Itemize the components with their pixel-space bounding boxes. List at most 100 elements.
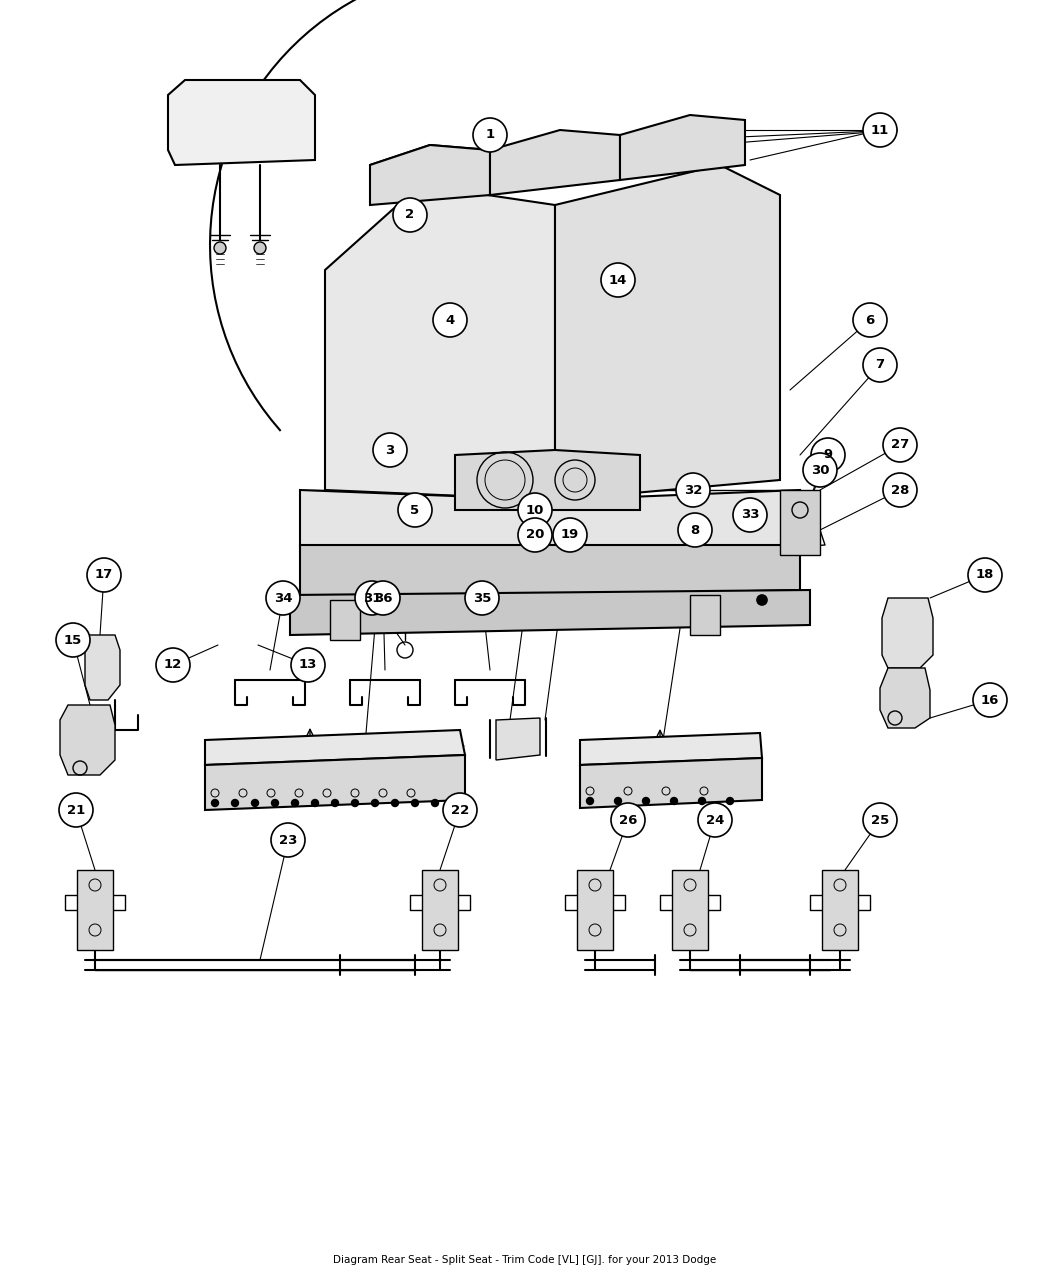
Polygon shape [168,80,315,164]
Text: 7: 7 [876,358,884,371]
Circle shape [853,303,887,337]
Text: 9: 9 [823,449,833,462]
Circle shape [252,799,258,807]
Polygon shape [290,590,810,635]
Polygon shape [578,870,613,950]
Circle shape [518,493,552,527]
Text: 21: 21 [67,803,85,816]
Circle shape [587,797,593,805]
Circle shape [355,581,388,615]
Circle shape [811,439,845,472]
Text: 27: 27 [890,439,909,451]
Text: 17: 17 [94,569,113,581]
Polygon shape [690,595,720,635]
Circle shape [266,581,300,615]
Text: 13: 13 [299,658,317,672]
Circle shape [432,799,439,807]
Circle shape [676,473,710,507]
Text: 16: 16 [981,694,1000,706]
Circle shape [366,581,400,615]
Text: 8: 8 [691,524,699,537]
Text: 11: 11 [870,124,889,136]
Circle shape [757,595,766,606]
Text: 32: 32 [684,483,702,496]
Polygon shape [205,755,465,810]
Circle shape [614,797,622,805]
Text: 15: 15 [64,634,82,646]
Circle shape [332,799,338,807]
Text: 3: 3 [385,444,395,456]
Circle shape [271,822,304,857]
Text: 23: 23 [279,834,297,847]
Circle shape [56,623,90,657]
Polygon shape [882,598,933,668]
Circle shape [678,513,712,547]
Circle shape [883,473,917,507]
Polygon shape [330,601,360,640]
Circle shape [254,242,266,254]
Text: 36: 36 [374,592,393,604]
Polygon shape [880,668,930,728]
Polygon shape [422,870,458,950]
Text: 12: 12 [164,658,182,672]
Circle shape [372,799,378,807]
Text: 6: 6 [865,314,875,326]
Circle shape [156,648,190,682]
Circle shape [291,648,326,682]
Polygon shape [780,490,820,555]
Text: 24: 24 [706,813,724,826]
Text: 1: 1 [485,129,495,142]
Circle shape [698,797,706,805]
Circle shape [392,799,399,807]
Polygon shape [85,635,120,700]
Text: 35: 35 [472,592,491,604]
Text: 14: 14 [609,274,627,287]
Circle shape [601,263,635,297]
Circle shape [412,799,419,807]
Circle shape [883,428,917,462]
Text: 31: 31 [363,592,381,604]
Circle shape [671,797,677,805]
Text: 5: 5 [411,504,420,516]
Text: 28: 28 [890,483,909,496]
Circle shape [863,113,897,147]
Text: 30: 30 [811,464,830,477]
Circle shape [59,793,93,827]
Circle shape [611,803,645,836]
Circle shape [272,799,278,807]
Polygon shape [580,733,762,765]
Polygon shape [300,490,800,565]
Circle shape [292,799,298,807]
Polygon shape [555,164,780,500]
Polygon shape [77,870,113,950]
Text: 25: 25 [870,813,889,826]
Polygon shape [496,718,540,760]
Circle shape [803,453,837,487]
Circle shape [465,581,499,615]
Circle shape [733,499,766,532]
Circle shape [373,434,407,467]
Text: 18: 18 [975,569,994,581]
Circle shape [398,493,432,527]
Circle shape [87,558,121,592]
Polygon shape [326,185,555,500]
Circle shape [211,799,218,807]
Polygon shape [60,705,116,775]
Polygon shape [620,115,746,180]
Circle shape [968,558,1002,592]
Circle shape [393,198,427,232]
Text: 26: 26 [618,813,637,826]
Circle shape [443,793,477,827]
Circle shape [352,799,358,807]
Polygon shape [822,870,858,950]
Text: 19: 19 [561,529,580,542]
Polygon shape [672,870,708,950]
Circle shape [214,242,226,254]
Polygon shape [370,145,490,205]
Polygon shape [490,130,620,195]
Circle shape [433,303,467,337]
Circle shape [472,119,507,152]
Circle shape [643,797,650,805]
Text: 34: 34 [274,592,292,604]
Circle shape [312,799,318,807]
